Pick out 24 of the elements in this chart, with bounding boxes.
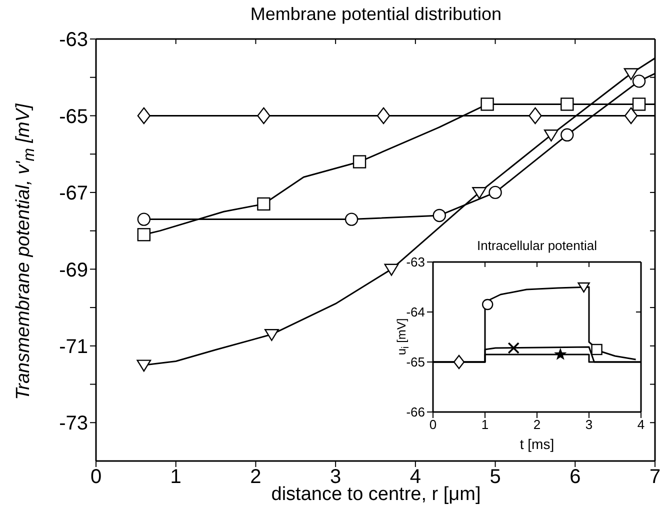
x-tick-label: 1 [481,417,489,432]
x-tick-label: 4 [637,417,645,432]
chart-title: Membrane potential distribution [249,4,503,25]
y-tick-label: -69 [59,259,88,282]
y-tick-label: -71 [59,336,88,358]
y-tick-label: -67 [59,182,88,205]
x-tick-label: 2 [533,417,541,432]
y-tick-label: -73 [59,412,88,435]
x-tick-label: 1 [170,466,182,488]
y-tick-label: -63 [59,29,88,52]
x-tick-label: 5 [490,466,501,488]
x-tick-label: 3 [585,417,593,432]
x-tick-label: 0 [429,417,437,432]
y-tick-label: -63 [406,254,425,270]
y-tick-label: -66 [406,404,425,420]
y-tick-label: -65 [406,354,425,370]
x-tick-label: 7 [649,466,661,488]
x-axis-title: t [ms] [518,436,556,452]
y-tick-label: -64 [406,304,425,320]
chart-title: Intracellular potential [476,238,598,253]
x-tick-label: 6 [570,466,581,488]
x-tick-label: 0 [90,466,102,488]
x-tick-label: 2 [250,466,262,488]
y-tick-label: -65 [59,106,88,128]
